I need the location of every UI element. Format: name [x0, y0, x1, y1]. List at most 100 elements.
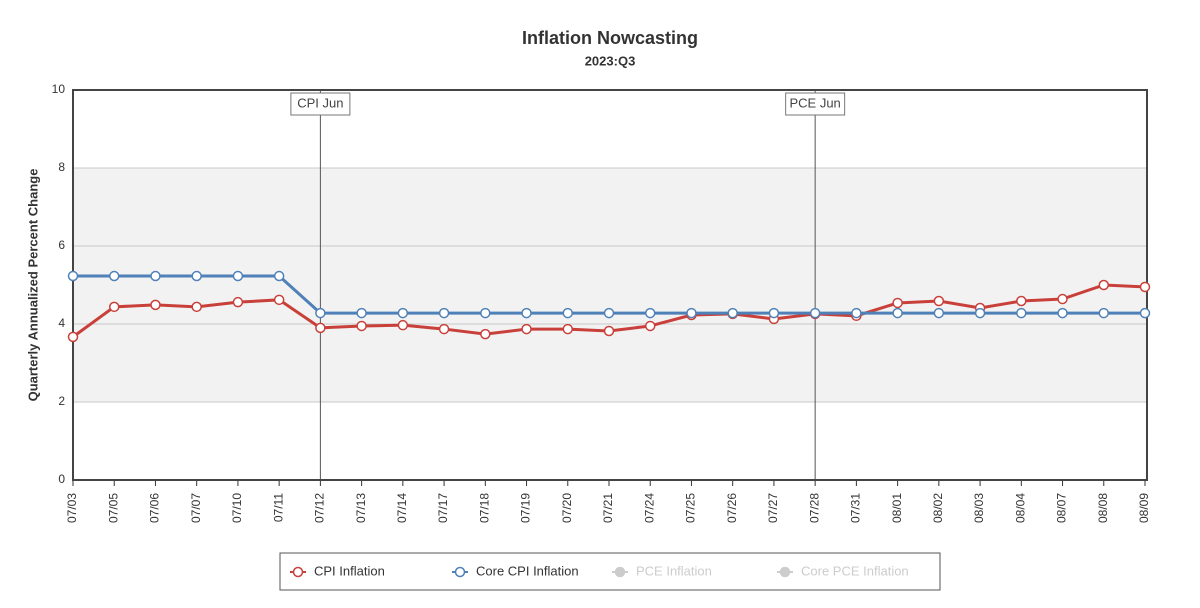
data-point	[315, 307, 326, 319]
data-point	[686, 307, 697, 319]
data-point	[150, 270, 161, 282]
legend-marker	[614, 566, 626, 578]
x-tick-label: 07/20	[560, 493, 574, 523]
y-tick-label: 8	[58, 160, 65, 174]
legend-item[interactable]: PCE Inflation	[612, 563, 712, 578]
y-axis-label: Quarterly Annualized Percent Change	[25, 169, 40, 402]
data-point	[933, 295, 945, 307]
y-tick-label: 0	[58, 472, 65, 486]
x-tick-label: 07/18	[477, 493, 491, 523]
data-point	[892, 307, 903, 319]
data-point	[438, 323, 450, 335]
data-point	[1139, 281, 1151, 293]
x-tick-label: 08/09	[1137, 493, 1151, 523]
data-point	[644, 320, 656, 332]
x-tick-label: 07/05	[106, 493, 120, 523]
x-tick-label: 07/21	[601, 493, 615, 523]
data-point	[273, 270, 285, 282]
data-point	[1057, 307, 1068, 319]
x-tick-label: 08/03	[972, 493, 986, 523]
data-point	[232, 270, 244, 282]
data-point	[1139, 307, 1151, 319]
legend-label: Core CPI Inflation	[476, 563, 579, 578]
annotation-box	[785, 92, 846, 116]
x-tick-label: 07/14	[395, 493, 409, 523]
legend-label: CPI Inflation	[314, 563, 385, 578]
data-point	[603, 325, 615, 337]
annotation-label: PCE Jun	[789, 95, 840, 110]
data-point	[809, 307, 821, 319]
y-tick-label: 6	[58, 238, 65, 252]
chart-title: Inflation Nowcasting	[522, 28, 698, 48]
legend-item[interactable]: Core CPI Inflation	[452, 563, 579, 578]
data-point	[1016, 295, 1027, 307]
data-point	[768, 307, 780, 319]
data-point	[67, 270, 79, 282]
data-point	[1057, 293, 1068, 305]
x-tick-label: 08/01	[890, 493, 904, 523]
data-point	[191, 301, 202, 313]
legend-item[interactable]: CPI Inflation	[290, 563, 385, 578]
data-point	[1016, 307, 1027, 319]
data-point	[67, 331, 79, 343]
x-tick-label: 07/07	[189, 493, 203, 523]
data-point	[974, 307, 986, 319]
legend-marker	[779, 566, 791, 578]
plot-band	[73, 168, 1147, 402]
data-point	[480, 328, 491, 340]
y-tick-label: 2	[58, 394, 65, 408]
data-point	[892, 297, 903, 309]
x-tick-label: 07/06	[148, 493, 162, 523]
data-point	[315, 322, 326, 334]
data-point	[191, 270, 202, 282]
data-point	[851, 307, 862, 319]
data-point	[933, 307, 945, 319]
data-point	[356, 307, 367, 319]
legend-label: PCE Inflation	[636, 563, 712, 578]
x-tick-label: 07/26	[725, 493, 739, 523]
x-tick-label: 08/08	[1096, 493, 1110, 523]
x-tick-label: 07/28	[807, 493, 821, 523]
data-point	[397, 319, 409, 331]
data-point	[562, 307, 574, 319]
annotation-box	[290, 92, 351, 116]
legend-label: Core PCE Inflation	[801, 563, 909, 578]
data-point	[1098, 279, 1110, 291]
data-point	[521, 307, 532, 319]
y-tick-label: 4	[58, 316, 65, 330]
legend-marker	[454, 566, 466, 578]
legend-marker	[292, 566, 304, 578]
x-tick-label: 07/17	[436, 493, 450, 523]
data-point	[397, 307, 409, 319]
data-point	[356, 320, 367, 332]
data-point	[438, 307, 450, 319]
data-point	[273, 294, 285, 306]
x-tick-label: 07/10	[230, 493, 244, 523]
x-tick-label: 08/02	[931, 493, 945, 523]
x-tick-label: 07/25	[684, 493, 698, 523]
x-tick-label: 08/07	[1055, 493, 1069, 523]
data-point	[150, 299, 161, 311]
legend-item[interactable]: Core PCE Inflation	[777, 563, 909, 578]
x-tick-label: 07/19	[519, 493, 533, 523]
x-tick-label: 07/03	[65, 493, 79, 523]
legend-box	[279, 552, 941, 591]
data-point	[521, 323, 532, 335]
data-point	[232, 296, 244, 308]
data-point	[644, 307, 656, 319]
x-tick-label: 07/27	[766, 493, 780, 523]
data-point	[108, 270, 120, 282]
x-tick-label: 08/04	[1013, 493, 1027, 523]
data-point	[603, 307, 615, 319]
x-tick-label: 07/31	[849, 493, 863, 523]
y-tick-label: 10	[52, 82, 66, 96]
chart-subtitle: 2023:Q3	[585, 53, 636, 68]
data-point	[108, 301, 120, 313]
x-tick-label: 07/11	[271, 493, 285, 522]
x-tick-label: 07/13	[354, 493, 368, 523]
data-point	[480, 307, 491, 319]
annotation-label: CPI Jun	[297, 95, 343, 110]
x-tick-label: 07/24	[642, 493, 656, 523]
data-point	[1098, 307, 1110, 319]
